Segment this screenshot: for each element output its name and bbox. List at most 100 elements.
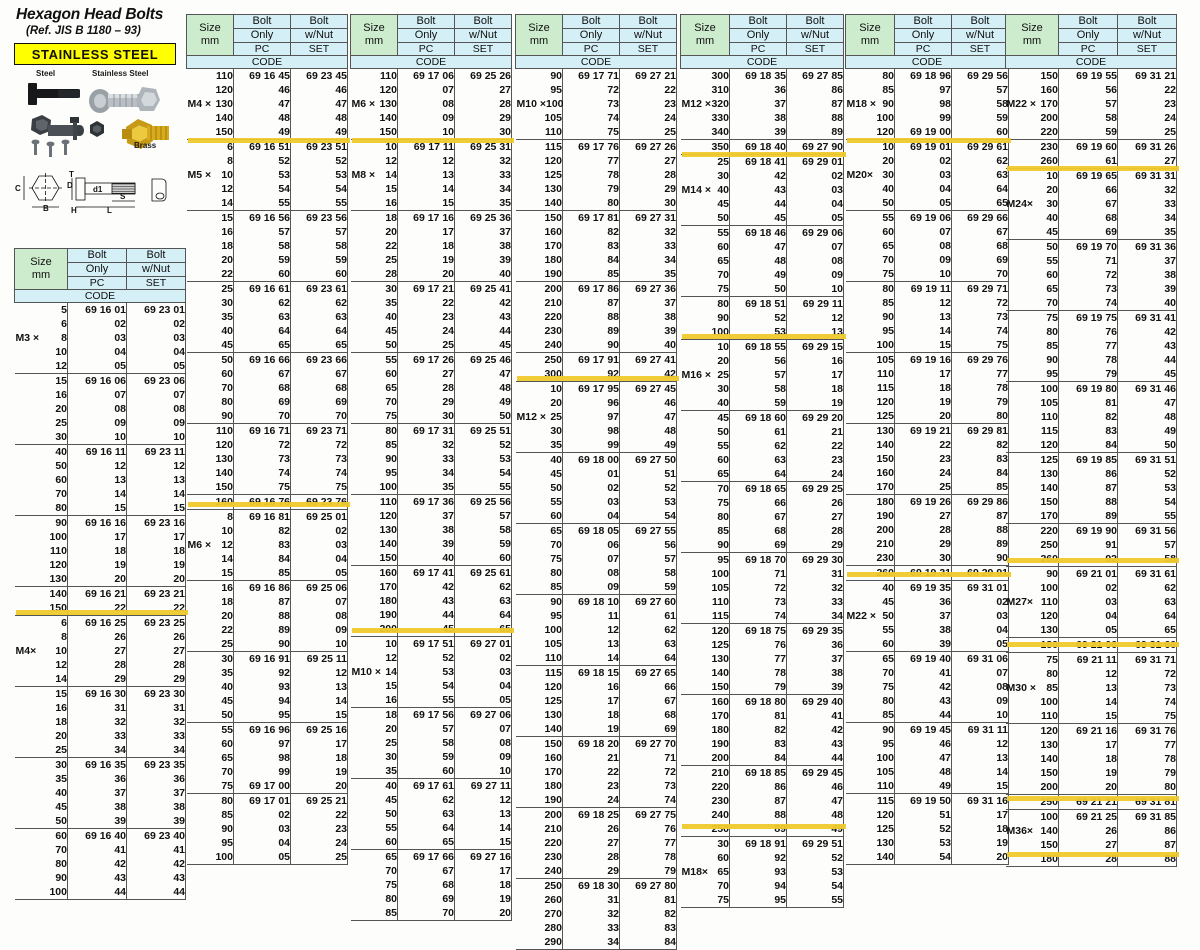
table-row: 100 47 13 (846, 751, 1009, 765)
cell-code-bolt-only: 38 (729, 111, 787, 125)
cell-code-bolt-wnut: 54 (619, 509, 677, 524)
table-row: 110 69 16 45 69 23 45 (187, 68, 348, 83)
material-banner: STAINLESS STEEL (14, 43, 176, 65)
cell-size: 70 (221, 382, 233, 394)
cell-size: 40 (55, 787, 67, 799)
cell-code-bolt-wnut: 61 (619, 609, 677, 623)
cell-code-bolt-wnut: 12 (290, 666, 348, 680)
cell-code-bolt-only: 69 18 00 (562, 452, 620, 467)
cell-code-bolt-wnut: 88 (951, 523, 1009, 537)
cell-size: 65 (1046, 283, 1058, 295)
header-unit-set: SET (454, 42, 512, 56)
cell-size: 310 (711, 84, 729, 96)
cell-code-bolt-only: 92 (729, 851, 787, 865)
cell-code-bolt-wnut: 34 (454, 182, 512, 196)
cell-code-bolt-only: 83 (729, 737, 787, 751)
cell-size: 260 (544, 894, 562, 906)
table-row: 85 09 59 (515, 580, 677, 595)
table-row: 90 69 18 10 69 27 60 (516, 594, 677, 609)
cell-code-bolt-only: 36 (729, 83, 787, 97)
table-row: 6 02 02 (15, 317, 186, 331)
cell-code-bolt-only: 69 19 21 (894, 423, 952, 438)
cell-size: 125 (711, 639, 729, 651)
cell-size: 70 (550, 539, 562, 551)
cell-code-bolt-only: 19 (67, 558, 127, 572)
cell-size: 250 (1040, 539, 1058, 551)
cell-code-bolt-only: 65 (233, 338, 291, 353)
cell-size: 60 (717, 852, 729, 864)
cell-code-bolt-wnut: 69 27 45 (619, 381, 677, 396)
cell-code-bolt-only: 17 (397, 225, 455, 239)
cell-size: 240 (711, 809, 729, 821)
cell-size: 170 (1005, 509, 1059, 524)
table-row: 55 69 16 96 69 25 16 (187, 722, 348, 737)
cell-code-bolt-only: 20 (1058, 780, 1118, 795)
cell-size: 140 (1040, 482, 1058, 494)
thread-label: M22 × (846, 610, 876, 622)
table-row: M10 × 14 53 03 (351, 665, 512, 679)
cell-code-bolt-only: 76 (729, 638, 787, 652)
cell-code-bolt-wnut: 35 (619, 267, 677, 282)
cell-code-bolt-wnut: 64 (290, 324, 348, 338)
table-row: 45 69 18 60 69 29 20 (681, 410, 844, 425)
cell-code-bolt-only: 69 17 21 (397, 281, 455, 296)
cell-size: 120 (215, 84, 233, 96)
table-row: 120 69 18 75 69 29 35 (681, 623, 844, 638)
cell-code-bolt-only: 04 (1058, 609, 1118, 623)
table-row: 130 20 20 (14, 572, 186, 587)
cell-size: 105 (1040, 397, 1058, 409)
table-row: 65 69 17 66 69 27 16 (351, 849, 512, 864)
table-row: 35 99 49 (515, 438, 677, 453)
cell-code-bolt-only: 88 (562, 310, 620, 324)
header-bolt-only: Bolt (729, 14, 787, 29)
cell-code-bolt-only: 38 (894, 623, 952, 637)
header-code: CODE (515, 55, 677, 69)
table-row: 140 18 78 (1006, 752, 1177, 766)
cell-code-bolt-only: 29 (562, 864, 620, 879)
table-row: 30 58 18 (681, 382, 844, 396)
table-row: 60 67 67 (187, 367, 348, 381)
cell-size: 60 (55, 474, 67, 486)
cell-size: 85 (882, 84, 894, 96)
table-row: 170 25 85 (845, 480, 1009, 495)
cell-code-bolt-only: 28 (562, 850, 620, 864)
cell-size: 190 (379, 609, 397, 621)
cell-code-bolt-wnut: 86 (786, 83, 844, 97)
table-row: 100 15 75 (845, 338, 1009, 353)
cell-code-bolt-only: 12 (67, 459, 127, 473)
cell-code-bolt-wnut: 69 25 16 (290, 722, 348, 737)
cell-code-bolt-only: 54 (894, 850, 952, 865)
cell-code-bolt-wnut: 44 (126, 885, 186, 900)
cell-code-bolt-only: 24 (397, 324, 455, 338)
table-row: 115 83 49 (1006, 424, 1177, 438)
cell-size: 20 (550, 397, 562, 409)
cell-size: 90 (717, 312, 729, 324)
cell-code-bolt-wnut: 23 (290, 822, 348, 836)
cell-code-bolt-wnut: 51 (619, 467, 677, 481)
cell-code-bolt-only: 09 (562, 580, 620, 595)
table-row: 210 29 89 (846, 537, 1009, 551)
cell-code-bolt-only: 58 (1058, 111, 1118, 125)
cell-code-bolt-wnut: 59 (290, 253, 348, 267)
table-row: 50 25 45 (350, 338, 512, 353)
table-row: 16 07 07 (15, 388, 186, 402)
thread-label: M24× (1006, 198, 1034, 210)
table-row: M22 × 170 57 23 (1006, 97, 1177, 111)
cell-size: 125 (544, 169, 562, 181)
thread-label: M4 × (187, 98, 212, 110)
cell-size: 65 (680, 467, 730, 482)
cell-code-bolt-wnut: 48 (290, 111, 348, 125)
cell-size: 120 (1040, 725, 1058, 737)
cell-code-bolt-wnut: 24 (290, 836, 348, 850)
cell-code-bolt-only: 69 19 45 (894, 722, 952, 737)
cell-code-bolt-only: 36 (894, 595, 952, 609)
cell-size: 20 (221, 610, 233, 622)
table-row: 220 27 77 (516, 836, 677, 850)
cell-size: 12 (14, 359, 68, 374)
diagram-label-H: H (71, 206, 77, 215)
cell-size: 110 (380, 70, 397, 82)
cell-code-bolt-only: 68 (397, 878, 455, 892)
cell-code-bolt-only: 88 (1058, 495, 1118, 509)
header-bolt-wnut-2: w/Nut (290, 28, 348, 43)
cell-code-bolt-only: 69 18 51 (729, 296, 787, 311)
